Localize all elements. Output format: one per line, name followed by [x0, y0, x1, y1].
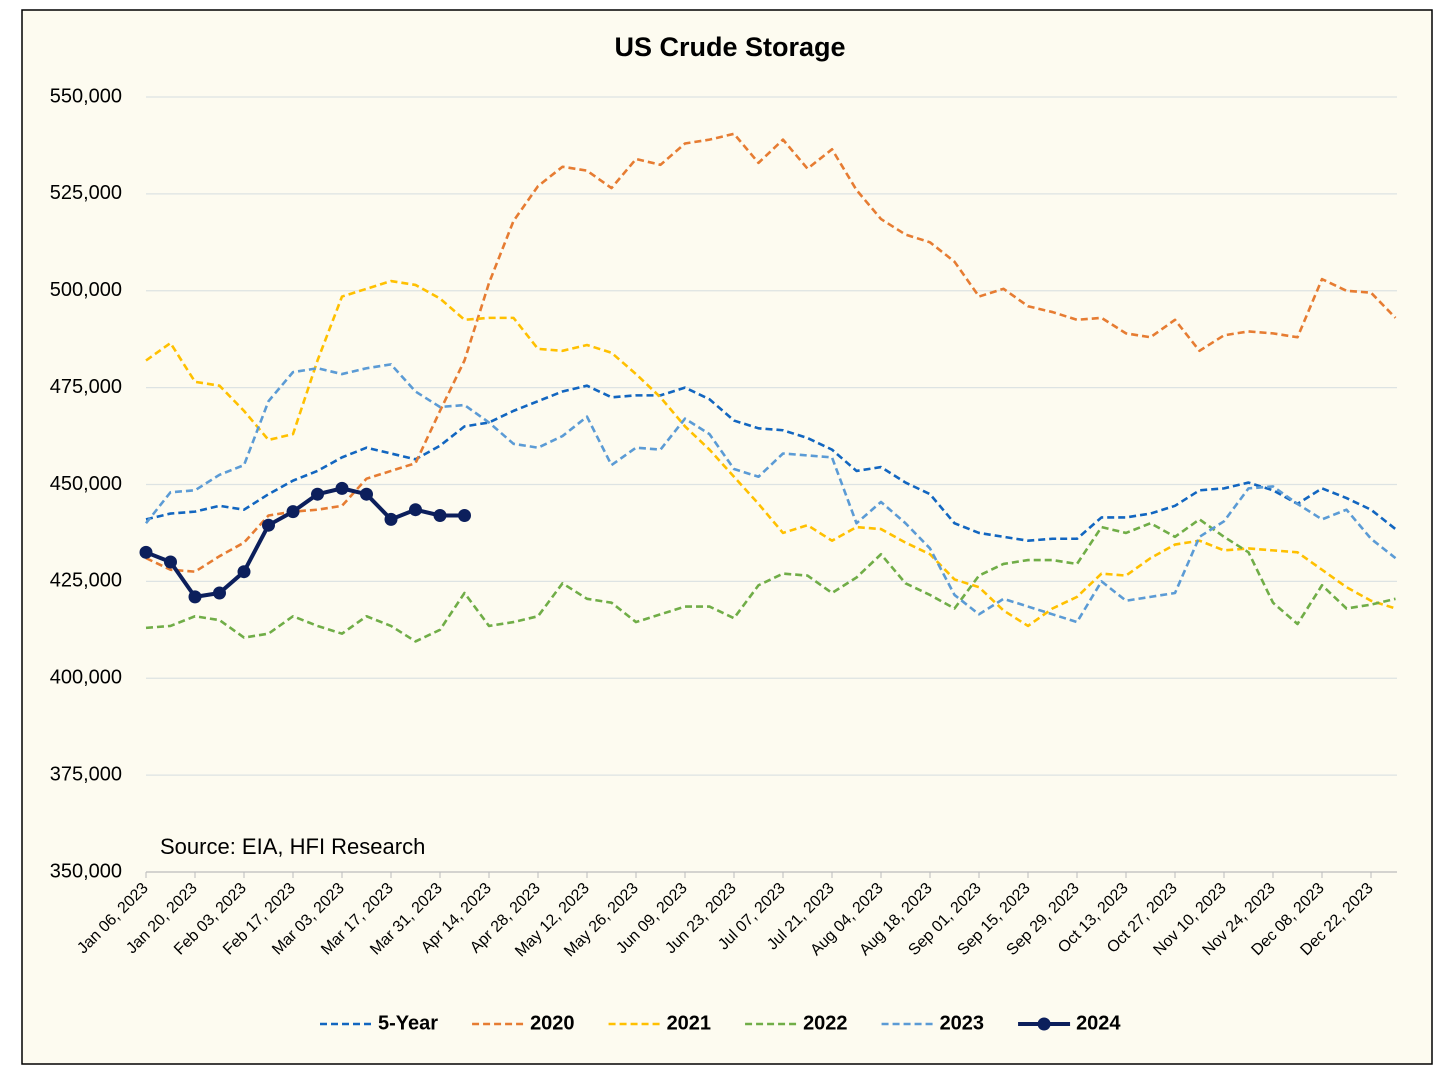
y-tick-label: 400,000 [50, 667, 122, 689]
y-tick-label: 450,000 [50, 473, 122, 495]
series-marker [262, 518, 275, 532]
series-marker [188, 590, 202, 604]
source-note: Source: EIA, HFI Research [160, 834, 425, 859]
series-marker [360, 487, 373, 501]
y-tick-label: 525,000 [50, 182, 122, 204]
y-tick-label: 375,000 [50, 763, 122, 785]
series-line [145, 279, 1396, 628]
series-marker [286, 505, 300, 519]
series-marker [433, 509, 447, 522]
series-line [145, 518, 1396, 643]
chart-title: US Crude Storage [614, 32, 845, 62]
legend-label: 2023 [940, 1012, 985, 1034]
series-marker [458, 509, 471, 522]
series-marker [335, 481, 349, 495]
series-line [145, 384, 1397, 542]
chart-frame [21, 9, 1433, 1065]
series-line [144, 363, 1397, 624]
y-tick-label: 425,000 [50, 570, 122, 592]
legend-label: 2021 [667, 1012, 712, 1034]
series-marker [409, 503, 422, 517]
series-marker [311, 487, 324, 501]
series-marker [164, 555, 177, 569]
series-marker [237, 565, 251, 579]
legend-label: 2024 [1076, 1012, 1121, 1034]
series-marker [139, 545, 153, 559]
series-marker [213, 586, 226, 600]
y-tick-label: 500,000 [50, 279, 122, 301]
y-tick-label: 475,000 [50, 376, 122, 398]
y-tick-label: 550,000 [50, 85, 122, 107]
legend-label: 5-Year [378, 1012, 438, 1034]
y-tick-label: 350,000 [50, 860, 122, 882]
series-marker [384, 512, 398, 526]
legend-marker [1037, 1017, 1051, 1031]
legend-label: 2022 [803, 1012, 848, 1034]
legend-label: 2020 [530, 1012, 575, 1034]
